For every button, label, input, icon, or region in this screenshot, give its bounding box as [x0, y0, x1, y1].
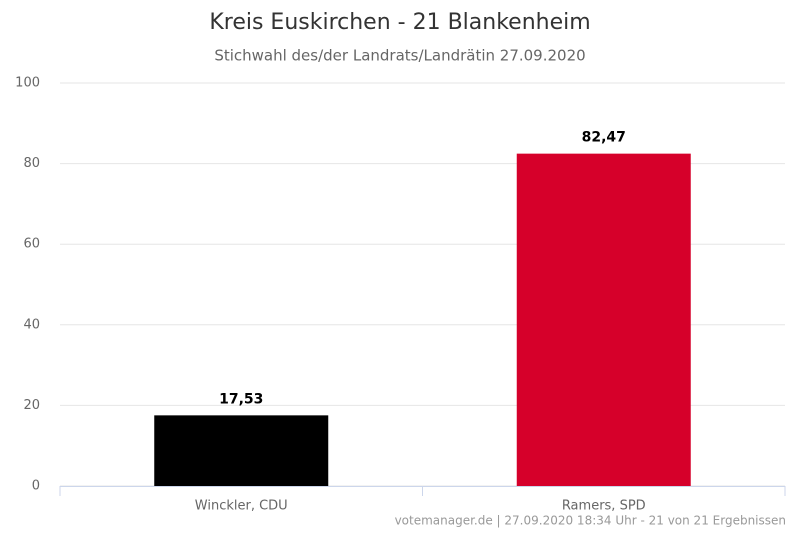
- y-tick-label: 0: [32, 479, 40, 494]
- credits: votemanager.de | 27.09.2020 18:34 Uhr - …: [395, 514, 786, 528]
- x-tick-label: Ramers, SPD: [562, 499, 646, 514]
- y-tick-label: 100: [15, 76, 40, 91]
- bar: [154, 415, 329, 486]
- data-label: 17,53: [219, 391, 263, 407]
- data-label: 82,47: [582, 130, 626, 146]
- x-tick-label: Winckler, CDU: [195, 499, 288, 514]
- chart-subtitle: Stichwahl des/der Landrats/Landrätin 27.…: [214, 47, 585, 65]
- chart-title: Kreis Euskirchen - 21 Blankenheim: [209, 10, 590, 35]
- y-tick-label: 40: [23, 317, 40, 332]
- y-tick-label: 80: [23, 156, 40, 171]
- bar: [516, 153, 691, 486]
- y-tick-label: 60: [23, 237, 40, 252]
- y-tick-label: 20: [23, 398, 40, 413]
